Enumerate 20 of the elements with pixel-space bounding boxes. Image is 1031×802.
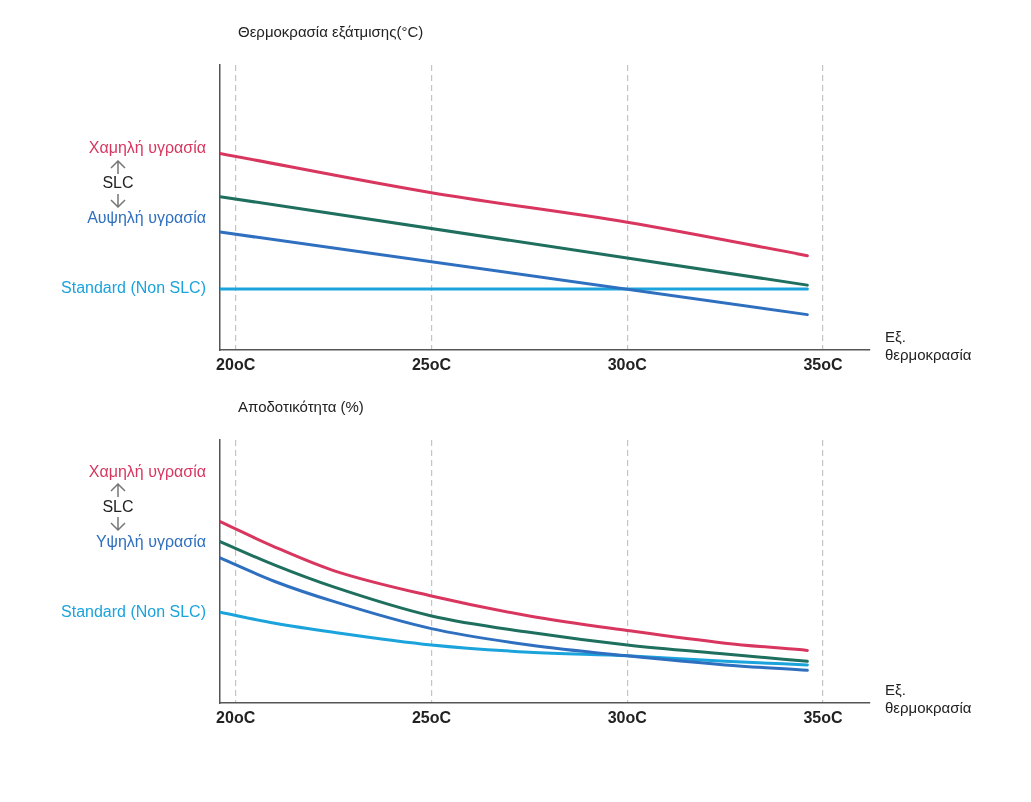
x-tick-label: 20oC [216, 709, 256, 727]
series-label: Χαμηλή υγρασία [88, 139, 206, 157]
x-tick-label: 25oC [411, 709, 452, 727]
x-tick-label: 20oC [216, 356, 256, 374]
x-tick-label: 35oC [803, 356, 844, 374]
x-tick-label: 25oC [411, 356, 452, 374]
x-tick-label: 35oC [803, 709, 844, 727]
x-axis-title: Εξ. θερμοκρασία [885, 681, 972, 716]
series-label: Αυψηλή υγρασία [87, 209, 206, 227]
series-label: Standard (Non SLC) [61, 602, 206, 620]
y-axis-title: Θερμοκρασία εξάτμισης(°C) [238, 22, 424, 40]
y-axis-title: Αποδοτικότητα (%) [238, 397, 364, 415]
text: SLC [102, 497, 134, 515]
x-tick-label: 30oC [607, 709, 648, 727]
series-label: Υψηλή υγρασία [95, 532, 206, 550]
text: SLC [102, 174, 134, 192]
x-tick-label: 30oC [607, 356, 648, 374]
x-axis-title: Εξ. θερμοκρασία [885, 328, 972, 363]
text: Χαμηλή υγρασία [88, 462, 206, 480]
series-label: Standard (Non SLC) [61, 279, 206, 297]
